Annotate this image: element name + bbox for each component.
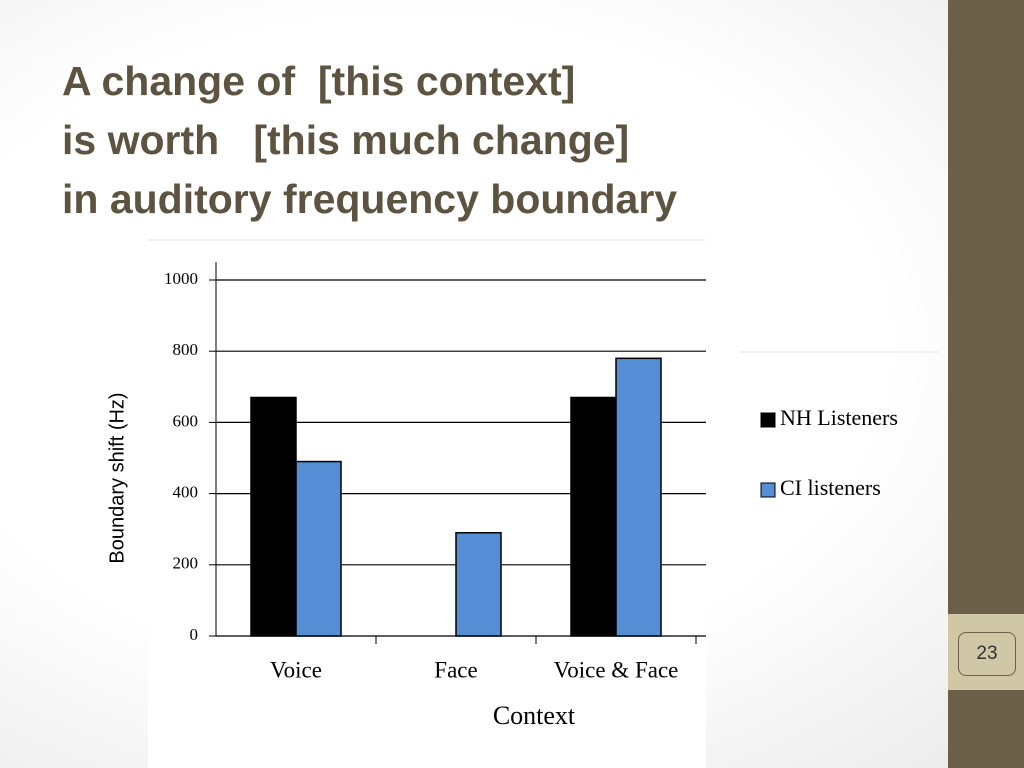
legend-label: CI listeners [780,475,881,500]
title-line: A change of [this context] [62,58,576,104]
x-tick-label: Voice [270,657,322,682]
slide-title: A change of [this context] is worth [this… [62,52,677,229]
y-tick-label: 800 [173,340,199,359]
title-line: is worth [this much change] [62,117,630,163]
x-tick-label: Voice & Face [554,657,679,682]
y-tick-label: 200 [173,554,199,573]
y-tick-label: 0 [190,625,199,644]
page-number-box [948,614,1024,690]
page-number: 23 [958,632,1016,676]
bar [250,396,297,637]
y-axis-label: Boundary shift (Hz) [106,392,128,563]
y-tick-label: 400 [173,483,199,502]
y-tick-label: 1000 [164,269,198,288]
legend-label: NH Listeners [780,405,898,430]
title-line: in auditory frequency boundary [62,176,678,222]
legend-swatch [760,412,776,428]
bar [615,357,662,637]
bar [570,396,617,637]
bar [295,460,342,637]
legend-swatch [760,482,776,498]
x-tick-label: Face [434,657,477,682]
bar [455,532,502,637]
x-axis-label: Context [493,701,576,730]
y-tick-label: 600 [173,411,199,430]
